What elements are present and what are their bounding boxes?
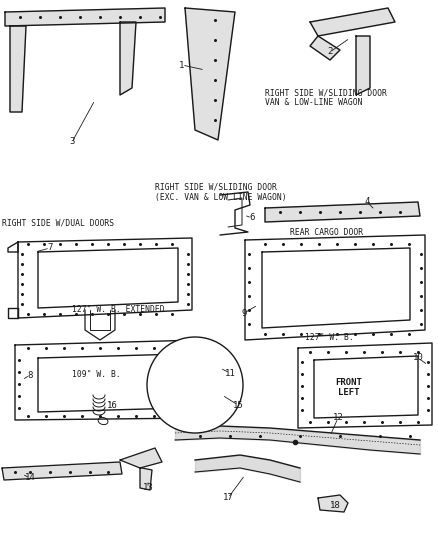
Text: 4: 4: [364, 198, 369, 206]
Polygon shape: [184, 8, 234, 140]
Polygon shape: [2, 462, 122, 480]
Text: 7: 7: [47, 244, 53, 253]
Polygon shape: [317, 495, 347, 512]
Text: 13: 13: [142, 483, 153, 492]
Polygon shape: [120, 22, 136, 95]
Text: 109" W. B.: 109" W. B.: [72, 370, 120, 379]
Text: 15: 15: [232, 400, 243, 409]
Text: 16: 16: [106, 400, 117, 409]
Circle shape: [147, 337, 243, 433]
Polygon shape: [10, 26, 26, 112]
Text: 17: 17: [222, 494, 233, 503]
Text: REAR CARGO DOOR: REAR CARGO DOOR: [290, 228, 362, 237]
Text: 127" W. B.: 127" W. B.: [304, 333, 353, 342]
Text: 9: 9: [241, 309, 246, 318]
Polygon shape: [265, 202, 419, 222]
Text: 12: 12: [332, 414, 343, 423]
Text: 1: 1: [179, 61, 184, 69]
Text: 127" W. B. EXTENDED: 127" W. B. EXTENDED: [72, 305, 164, 314]
Polygon shape: [120, 448, 162, 468]
Polygon shape: [309, 8, 394, 36]
Text: 10: 10: [412, 353, 422, 362]
Text: FRONT
LEFT: FRONT LEFT: [335, 378, 362, 398]
Polygon shape: [165, 382, 200, 398]
Text: 18: 18: [329, 500, 339, 510]
Text: RIGHT SIDE W/DUAL DOORS: RIGHT SIDE W/DUAL DOORS: [2, 218, 114, 227]
Text: 14: 14: [25, 473, 35, 482]
Text: RIGHT SIDE W/SLIDING DOOR
(EXC. VAN & LOW LINE WAGON): RIGHT SIDE W/SLIDING DOOR (EXC. VAN & LO…: [155, 183, 286, 203]
Text: 3: 3: [69, 138, 74, 147]
Text: 2: 2: [327, 47, 332, 56]
Text: 6: 6: [249, 214, 254, 222]
Polygon shape: [309, 36, 339, 60]
Text: RIGHT SIDE W/SLIDING DOOR
VAN & LOW-LINE WAGON: RIGHT SIDE W/SLIDING DOOR VAN & LOW-LINE…: [265, 88, 386, 108]
Polygon shape: [5, 8, 165, 26]
Text: 11: 11: [224, 368, 235, 377]
Polygon shape: [175, 358, 209, 378]
Polygon shape: [140, 468, 152, 490]
Text: 8: 8: [27, 370, 32, 379]
Polygon shape: [355, 36, 369, 95]
